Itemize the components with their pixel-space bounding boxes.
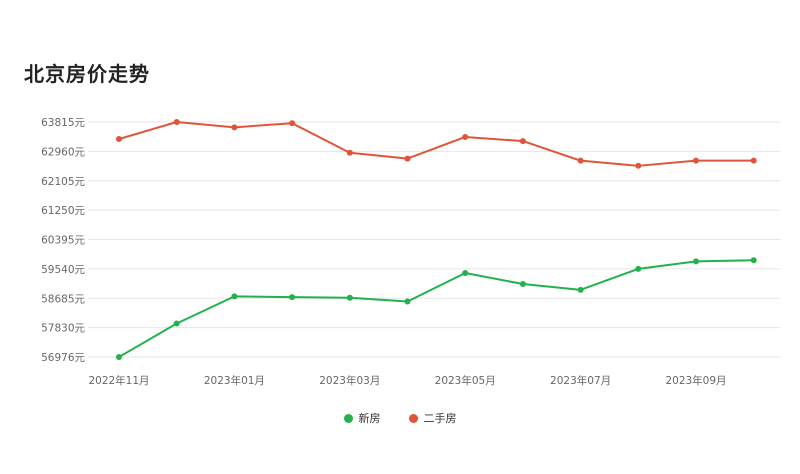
- data-point[interactable]: [346, 149, 353, 156]
- x-tick-label: 2023年03月: [319, 374, 380, 387]
- series-lines: [116, 119, 757, 360]
- series-line-0: [118, 259, 754, 358]
- legend: 新房 二手房: [0, 410, 800, 426]
- data-point[interactable]: [116, 354, 122, 360]
- y-tick-label: 58685元: [41, 293, 85, 305]
- data-point[interactable]: [750, 157, 757, 164]
- y-axis-ticks: 56976元 57830元 58685元 59540元 60395元 61250元 6210…: [41, 117, 85, 364]
- legend-label-new-homes: 新房: [358, 412, 381, 425]
- series-line-1: [118, 121, 754, 167]
- x-tick-label: 2022年11月: [88, 374, 149, 387]
- x-axis-ticks: 2022年11月 2023年01月 2023年03月 2023年05月 2023年07月…: [88, 374, 726, 387]
- data-point[interactable]: [693, 157, 699, 164]
- legend-marker-new-homes: [343, 413, 353, 423]
- y-tick-label: 57830元: [41, 323, 85, 335]
- data-point[interactable]: [750, 257, 757, 264]
- data-point[interactable]: [462, 133, 469, 140]
- legend-item-second-hand[interactable]: 二手房: [408, 410, 457, 426]
- x-tick-label: 2023年07月: [550, 374, 611, 387]
- data-point[interactable]: [173, 119, 180, 125]
- data-point[interactable]: [173, 320, 180, 327]
- y-tick-label: 56976元: [41, 352, 85, 364]
- data-point[interactable]: [577, 286, 584, 293]
- y-tick-label: 59540元: [41, 264, 85, 276]
- data-point[interactable]: [693, 258, 699, 265]
- data-point[interactable]: [289, 120, 296, 127]
- x-tick-label: 2023年01月: [204, 374, 265, 387]
- y-tick-label: 60395元: [41, 235, 85, 247]
- data-point[interactable]: [462, 270, 469, 277]
- x-tick-label: 2023年05月: [435, 374, 496, 387]
- data-point[interactable]: [519, 138, 526, 145]
- y-tick-label: 62105元: [41, 176, 85, 188]
- y-tick-label: 63815元: [41, 117, 85, 129]
- data-point[interactable]: [231, 124, 238, 131]
- data-point[interactable]: [116, 136, 122, 143]
- data-point[interactable]: [577, 157, 584, 164]
- data-point[interactable]: [346, 294, 353, 301]
- legend-marker-second-hand: [408, 413, 418, 423]
- data-point[interactable]: [519, 281, 526, 288]
- y-tick-label: 61250元: [41, 205, 85, 217]
- data-point[interactable]: [404, 155, 411, 162]
- grid-lines: [88, 121, 780, 358]
- data-point[interactable]: [635, 265, 642, 272]
- data-point[interactable]: [289, 294, 296, 301]
- data-point[interactable]: [231, 293, 238, 300]
- chart-title: 北京房价走势: [24, 62, 150, 86]
- x-tick-label: 2023年09月: [665, 374, 726, 387]
- data-point[interactable]: [404, 298, 411, 305]
- legend-label-second-hand: 二手房: [423, 412, 457, 425]
- data-point[interactable]: [635, 162, 642, 169]
- y-tick-label: 62960元: [41, 146, 85, 158]
- legend-item-new-homes[interactable]: 新房: [343, 410, 381, 426]
